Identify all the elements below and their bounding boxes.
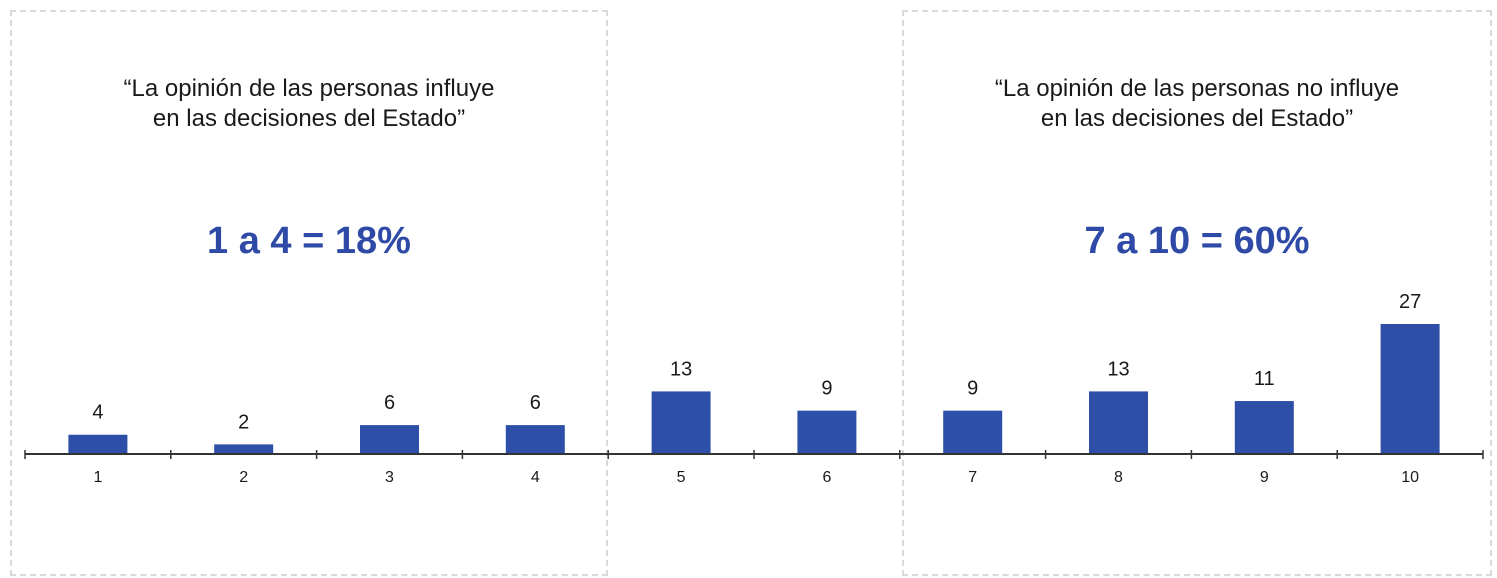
right-panel-quote: “La opinión de las personas no influye e…	[904, 74, 1490, 134]
left-quote-line-2: en las decisiones del Estado”	[152, 105, 466, 132]
x-axis: 1 2 3 4 5 6 7 8 9 10	[24, 450, 1484, 486]
x-tick-label-10: 10	[1401, 469, 1419, 486]
right-quote-line-2: en las decisiones del Estado”	[1040, 105, 1354, 132]
data-label-9: 11	[1254, 368, 1275, 390]
bar-2	[214, 444, 274, 454]
right-panel-summary: 7 a 10 = 60%	[1084, 220, 1310, 262]
left-panel-summary: 1 a 4 = 18%	[207, 220, 411, 262]
bar-6	[797, 410, 857, 454]
bar-8	[1089, 391, 1148, 454]
x-tick-label-4: 4	[531, 469, 540, 486]
data-label-7: 9	[967, 378, 978, 400]
x-tick-label-9: 9	[1260, 469, 1269, 486]
x-tick-label-7: 7	[968, 469, 977, 486]
data-label-10: 27	[1399, 291, 1421, 313]
bar-9	[1234, 401, 1294, 454]
bar-10	[1380, 324, 1440, 454]
right-highlight-panel: “La opinión de las personas no influye e…	[902, 10, 1492, 576]
data-label-5: 13	[670, 358, 692, 380]
bar-7	[943, 410, 1003, 454]
x-tick-label-5: 5	[677, 469, 686, 486]
data-label-4: 6	[530, 392, 541, 414]
x-tick-label-6: 6	[822, 469, 831, 486]
right-quote-line-1: “La opinión de las personas no influye	[994, 75, 1400, 102]
bar-3	[360, 425, 419, 454]
data-label-6: 9	[821, 378, 832, 400]
bar-1	[68, 434, 128, 454]
left-highlight-panel: “La opinión de las personas influye en l…	[10, 10, 608, 576]
data-label-1: 4	[92, 402, 103, 424]
x-tick-label-3: 3	[385, 469, 394, 486]
bars-group: 4 2 6 6 13 9 9 13 11 27	[68, 291, 1440, 454]
x-tick-label-1: 1	[93, 469, 102, 486]
left-panel-quote: “La opinión de las personas influye en l…	[12, 74, 606, 134]
x-tick-label-2: 2	[239, 469, 248, 486]
data-label-8: 13	[1107, 358, 1129, 380]
x-tick-label-8: 8	[1114, 469, 1123, 486]
bar-5	[651, 391, 711, 454]
bar-4	[505, 425, 565, 454]
left-quote-line-1: “La opinión de las personas influye	[123, 75, 495, 102]
data-label-3: 6	[384, 392, 395, 414]
data-label-2: 2	[238, 411, 249, 433]
